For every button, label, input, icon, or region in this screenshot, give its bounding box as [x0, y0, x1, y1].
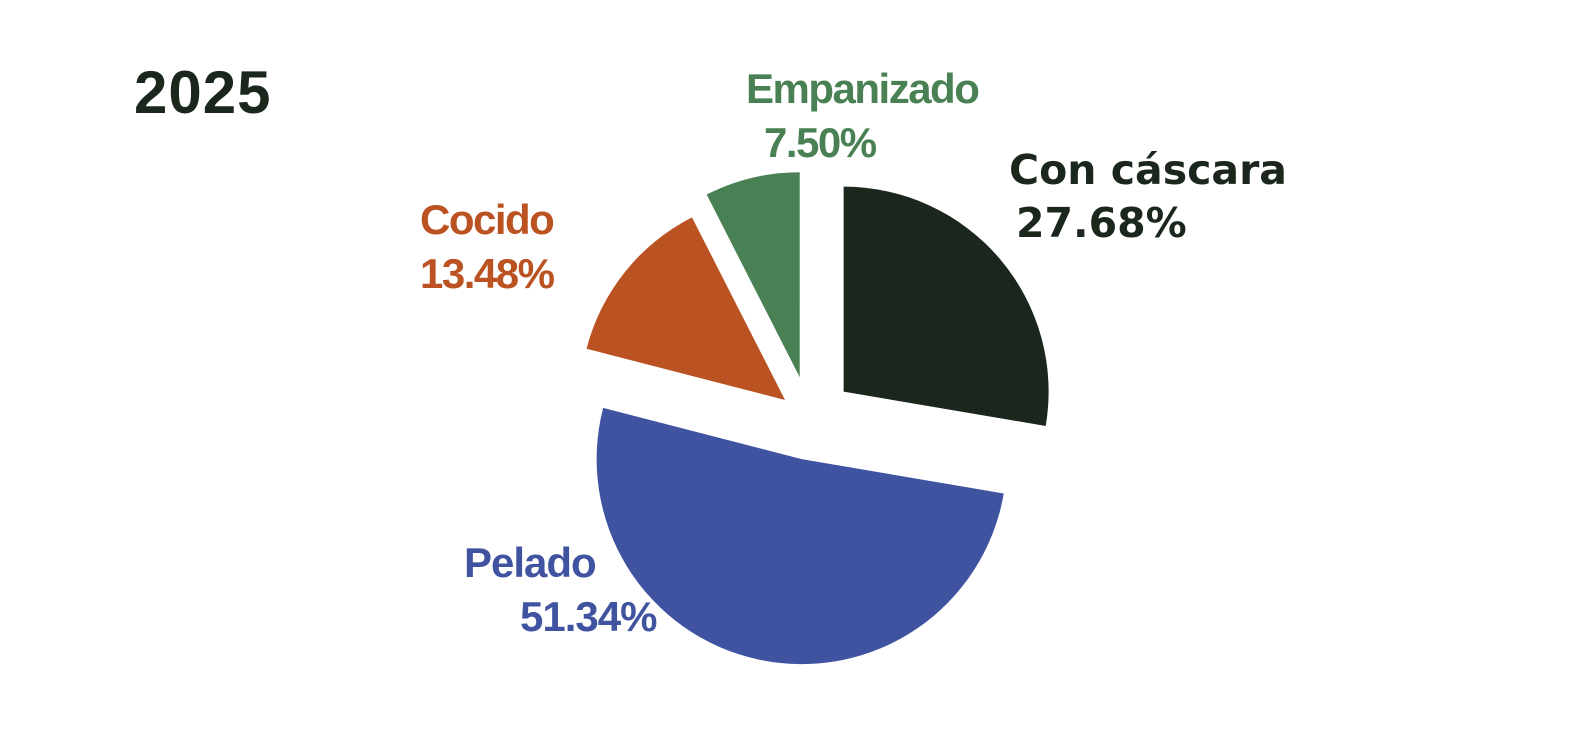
slice-label-cocido: Cocido 13.48% — [420, 196, 555, 297]
slice-value-pelado: 51.34% — [520, 593, 657, 640]
pie-slice-cocido — [586, 217, 786, 400]
slice-value-cocido: 13.48% — [420, 250, 555, 297]
pie-slice-pelado — [596, 407, 1004, 665]
slice-name-cocido: Cocido — [420, 196, 555, 243]
slice-name-pelado: Pelado — [464, 539, 597, 586]
pie-slice-con-cascara — [843, 186, 1049, 426]
slice-label-empanizado: Empanizado 7.50% — [746, 65, 980, 166]
chart-title: 2025 — [134, 59, 272, 126]
pie-slice-empanizado — [706, 172, 800, 378]
slice-value-empanizado: 7.50% — [764, 119, 877, 166]
slice-name-con-cascara: Con cáscara — [1009, 146, 1287, 194]
slice-value-con-cascara: 27.68% — [1016, 199, 1187, 247]
slice-name-empanizado: Empanizado — [746, 65, 980, 112]
slice-label-pelado: Pelado 51.34% — [464, 539, 657, 640]
slice-label-con-cascara: Con cáscara 27.68% — [1009, 150, 1287, 244]
